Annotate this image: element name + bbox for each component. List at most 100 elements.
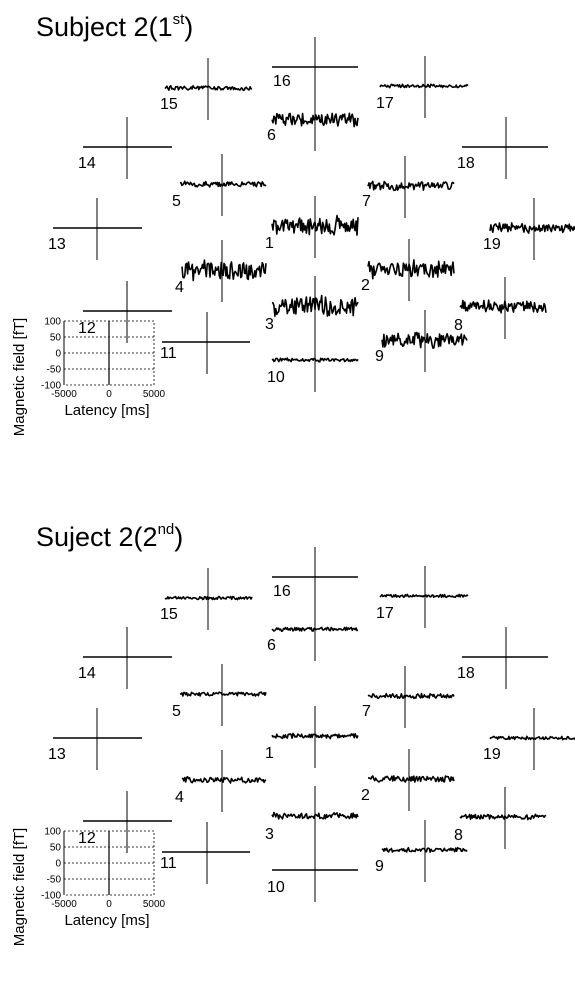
inset-x-tick-label: 5000	[143, 899, 166, 910]
inset-y-tick-label: 50	[50, 843, 62, 854]
channel-label: 11	[160, 345, 177, 362]
channel-label: 1	[265, 745, 274, 762]
inset-x-tick-label: 5000	[143, 389, 166, 400]
inset-y-tick-label: -100	[41, 381, 61, 392]
channel-7: 7	[362, 666, 455, 728]
chart-panel-2: Suject 2(2nd)123456789101112131415161718…	[11, 521, 575, 946]
channel-18: 18	[457, 117, 548, 179]
channel-trace	[489, 222, 575, 234]
channel-3: 3	[265, 276, 359, 338]
channel-1: 1	[265, 706, 359, 768]
inset-y-tick-label: -50	[47, 875, 62, 886]
channel-trace	[489, 735, 575, 741]
channel-trace	[271, 732, 359, 740]
channel-10: 10	[267, 840, 358, 902]
channel-9: 9	[375, 820, 468, 882]
channel-label: 14	[78, 665, 96, 682]
channel-label: 7	[362, 193, 371, 210]
channel-label: 10	[267, 879, 285, 896]
channel-9: 9	[375, 310, 468, 372]
inset-x-axis-label: Latency [ms]	[64, 402, 149, 419]
channel-label: 13	[48, 746, 66, 763]
channel-label: 12	[78, 320, 96, 337]
channel-10: 10	[267, 330, 359, 392]
inset-x-tick-label: -5000	[51, 389, 77, 400]
channel-6: 6	[267, 89, 359, 151]
channel-label: 19	[483, 236, 501, 253]
channel-17: 17	[376, 56, 469, 118]
channel-label: 3	[265, 316, 274, 333]
channel-trace	[271, 112, 359, 128]
channel-trace	[271, 811, 359, 820]
inset-y-tick-label: 100	[44, 827, 61, 838]
channel-label: 14	[78, 155, 96, 172]
channel-4: 4	[175, 240, 267, 302]
panel-title-close: )	[174, 522, 183, 552]
channel-label: 7	[362, 703, 371, 720]
panel-title: Subject 2(1st)	[36, 11, 193, 42]
channel-17: 17	[376, 566, 469, 628]
inset-y-tick-label: 0	[55, 349, 61, 360]
channel-trace	[367, 180, 455, 192]
channel-trace	[379, 83, 469, 89]
channel-19: 19	[483, 708, 575, 770]
channel-label: 5	[172, 703, 181, 720]
channel-label: 19	[483, 746, 501, 763]
channel-13: 13	[48, 708, 142, 770]
inset-x-tick-label: 0	[106, 899, 112, 910]
channel-label: 2	[361, 277, 370, 294]
chart-panel-1: Subject 2(1st)12345678910111213141516171…	[11, 11, 575, 436]
channel-11: 11	[160, 312, 250, 374]
channel-trace	[459, 813, 547, 821]
channel-trace	[367, 692, 455, 700]
channel-label: 8	[454, 317, 463, 334]
inset-y-axis-label: Magnetic field [fT]	[11, 318, 28, 436]
channel-trace	[271, 294, 359, 318]
channel-trace	[379, 593, 469, 599]
channel-label: 5	[172, 193, 181, 210]
channel-3: 3	[265, 786, 359, 848]
channel-label: 13	[48, 236, 66, 253]
channel-trace	[164, 595, 253, 601]
panel-title-main: Suject 2(2	[36, 522, 158, 552]
channel-12: 12	[78, 791, 172, 853]
inset-y-tick-label: 0	[55, 859, 61, 870]
channel-8: 8	[454, 787, 547, 849]
channel-label: 15	[160, 96, 178, 113]
channel-13: 13	[48, 198, 142, 260]
channel-label: 16	[273, 583, 291, 600]
channel-14: 14	[78, 627, 172, 689]
channel-trace	[459, 299, 547, 314]
inset-y-tick-label: 100	[44, 317, 61, 328]
channel-trace	[271, 357, 359, 363]
channel-label: 15	[160, 606, 178, 623]
channel-6: 6	[267, 599, 359, 661]
channel-label: 1	[265, 235, 274, 252]
scale-inset: 100 50 0 -50 -100-5000 0 5000 Latency [ms] Magne…	[11, 827, 166, 947]
inset-x-tick-label: 0	[106, 389, 112, 400]
channel-label: 10	[267, 369, 285, 386]
channel-8: 8	[454, 277, 547, 339]
channel-label: 11	[160, 855, 177, 872]
inset-y-tick-label: 50	[50, 333, 62, 344]
channel-label: 8	[454, 827, 463, 844]
inset-x-tick-label: -5000	[51, 899, 77, 910]
channel-label: 18	[457, 665, 475, 682]
channel-trace	[181, 259, 267, 282]
channel-trace	[271, 626, 359, 633]
inset-y-tick-label: -50	[47, 365, 62, 376]
channel-label: 6	[267, 127, 276, 144]
channel-5: 5	[172, 154, 267, 216]
channel-label: 3	[265, 826, 274, 843]
inset-y-tick-label: -100	[41, 891, 61, 902]
channel-label: 4	[175, 279, 184, 296]
channel-15: 15	[160, 568, 253, 630]
channel-label: 17	[376, 95, 394, 112]
panel-title-main: Subject 2(1	[36, 12, 173, 42]
channel-15: 15	[160, 58, 253, 120]
channel-trace	[368, 775, 455, 783]
channel-label: 6	[267, 637, 276, 654]
channel-label: 9	[375, 858, 384, 875]
channel-trace	[179, 180, 267, 188]
